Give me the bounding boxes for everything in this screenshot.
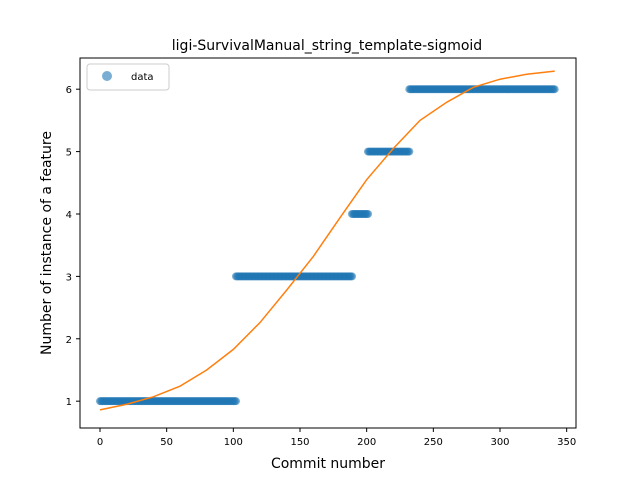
- x-tick-label: 200: [357, 437, 376, 448]
- data-point: [405, 147, 414, 156]
- y-tick-label: 5: [66, 148, 72, 159]
- x-tick-label: 150: [290, 437, 309, 448]
- y-tick-label: 1: [66, 397, 72, 408]
- chart-title: ligi-SurvivalManual_string_template-sigm…: [172, 38, 482, 54]
- y-axis-label: Number of instance of a feature: [39, 131, 55, 355]
- y-axis: 1 2 3 4 5 6: [66, 85, 80, 408]
- data-point: [364, 209, 372, 218]
- axes-frame: [79, 57, 577, 429]
- x-tick-label: 350: [557, 437, 576, 448]
- y-tick-label: 6: [66, 85, 72, 96]
- data-point: [232, 397, 240, 406]
- x-tick-label: 0: [97, 437, 103, 448]
- legend-marker-data: [102, 71, 112, 81]
- legend-label-data: data: [131, 72, 154, 83]
- legend: data: [86, 63, 170, 91]
- x-tick-label: 50: [160, 437, 173, 448]
- y-tick-label: 3: [66, 272, 72, 283]
- x-tick-label: 300: [490, 437, 509, 448]
- y-tick-label: 2: [66, 335, 72, 346]
- x-axis-label: Commit number: [271, 456, 385, 472]
- x-tick-label: 100: [224, 437, 243, 448]
- data-point: [550, 85, 559, 94]
- sigmoid-fit-line: [99, 70, 555, 411]
- legend-box: [86, 63, 170, 91]
- y-tick-label: 4: [66, 210, 72, 221]
- data-point: [348, 272, 356, 281]
- plot-area: [96, 70, 559, 411]
- x-tick-label: 250: [424, 437, 443, 448]
- x-axis: 0 50 100 150 200 250 300 350: [97, 428, 576, 448]
